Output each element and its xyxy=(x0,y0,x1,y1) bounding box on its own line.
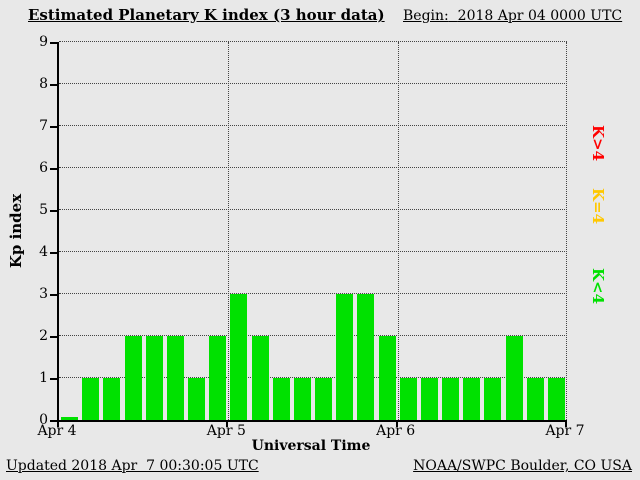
gridline-vertical xyxy=(397,42,399,420)
kp-bar xyxy=(420,378,438,420)
kp-bar xyxy=(315,378,333,420)
kp-bar xyxy=(378,336,396,420)
gridline-vertical xyxy=(566,42,567,420)
source-text: NOAA/SWPC Boulder, CO USA xyxy=(413,458,632,474)
kp-bar xyxy=(103,378,121,420)
y-tick-mark xyxy=(50,168,57,170)
kp-bar xyxy=(145,336,163,420)
x-tick-label: Apr 6 xyxy=(376,423,416,439)
x-tick-label: Apr 5 xyxy=(206,423,246,439)
kp-bar xyxy=(505,336,523,420)
y-tick-label: 7 xyxy=(39,118,48,134)
legend-label-k-equal-4: K=4 xyxy=(589,188,607,225)
kp-bar xyxy=(357,294,375,420)
kp-bar xyxy=(166,336,184,420)
x-tick-mark xyxy=(565,420,567,427)
begin-timestamp: Begin: 2018 Apr 04 0000 UTC xyxy=(403,8,622,24)
gridline-horizontal xyxy=(59,125,567,126)
y-tick-label: 0 xyxy=(39,412,48,428)
y-tick-mark xyxy=(50,210,57,212)
y-tick-mark xyxy=(50,294,57,296)
kp-bar xyxy=(82,378,100,420)
legend-label-k-less-than-4: K<4 xyxy=(589,268,607,305)
kp-bar xyxy=(272,378,290,420)
kp-bar xyxy=(463,378,481,420)
gridline-vertical xyxy=(228,42,230,420)
x-tick-label: Apr 7 xyxy=(545,423,585,439)
y-tick-label: 2 xyxy=(39,328,48,344)
y-tick-label: 1 xyxy=(39,370,48,386)
gridline-horizontal xyxy=(59,167,567,168)
gridline-horizontal xyxy=(59,293,567,294)
gridline-horizontal xyxy=(59,83,567,84)
x-tick-label: Apr 4 xyxy=(37,423,77,439)
legend-label-k-greater-than-4: K>4 xyxy=(589,125,607,162)
gridline-horizontal xyxy=(59,377,567,378)
x-tick-mark xyxy=(395,420,398,427)
y-tick-mark xyxy=(50,378,57,380)
y-tick-label: 9 xyxy=(39,34,48,50)
gridline-horizontal xyxy=(59,335,567,336)
y-tick-mark xyxy=(50,336,57,338)
kp-bar xyxy=(230,294,248,420)
chart-title: Estimated Planetary K index (3 hour data… xyxy=(28,6,385,24)
kp-bar xyxy=(61,417,79,420)
y-tick-mark xyxy=(50,420,57,422)
x-tick-mark xyxy=(57,420,59,427)
kp-bar xyxy=(188,378,206,420)
plot-area xyxy=(57,41,567,422)
kp-bar xyxy=(251,336,269,420)
y-tick-label: 5 xyxy=(39,202,48,218)
begin-label: Begin: xyxy=(403,8,449,24)
y-tick-mark xyxy=(50,252,57,254)
y-tick-mark xyxy=(50,84,57,86)
gridline-horizontal xyxy=(59,41,567,42)
kp-bar xyxy=(293,378,311,420)
kp-bar xyxy=(442,378,460,420)
kp-bar xyxy=(526,378,544,420)
y-tick-label: 4 xyxy=(39,244,48,260)
kp-bar xyxy=(547,378,565,420)
begin-value: 2018 Apr 04 0000 UTC xyxy=(457,8,623,24)
updated-text: Updated 2018 Apr 7 00:30:05 UTC xyxy=(6,458,259,474)
kp-bar xyxy=(336,294,354,420)
kp-bar xyxy=(209,336,227,420)
kp-bar xyxy=(399,378,417,420)
kp-bar xyxy=(124,336,142,420)
gridline-horizontal xyxy=(59,251,567,252)
y-axis-label: Kp index xyxy=(7,193,25,269)
x-tick-mark xyxy=(226,420,229,427)
gridline-horizontal xyxy=(59,209,567,210)
x-axis-label: Universal Time xyxy=(251,438,371,454)
kp-bar xyxy=(484,378,502,420)
y-tick-mark xyxy=(50,126,57,128)
y-tick-label: 3 xyxy=(39,286,48,302)
begin-spacer xyxy=(449,8,458,24)
y-tick-mark xyxy=(50,42,57,44)
y-tick-label: 6 xyxy=(39,160,48,176)
y-tick-label: 8 xyxy=(39,76,48,92)
